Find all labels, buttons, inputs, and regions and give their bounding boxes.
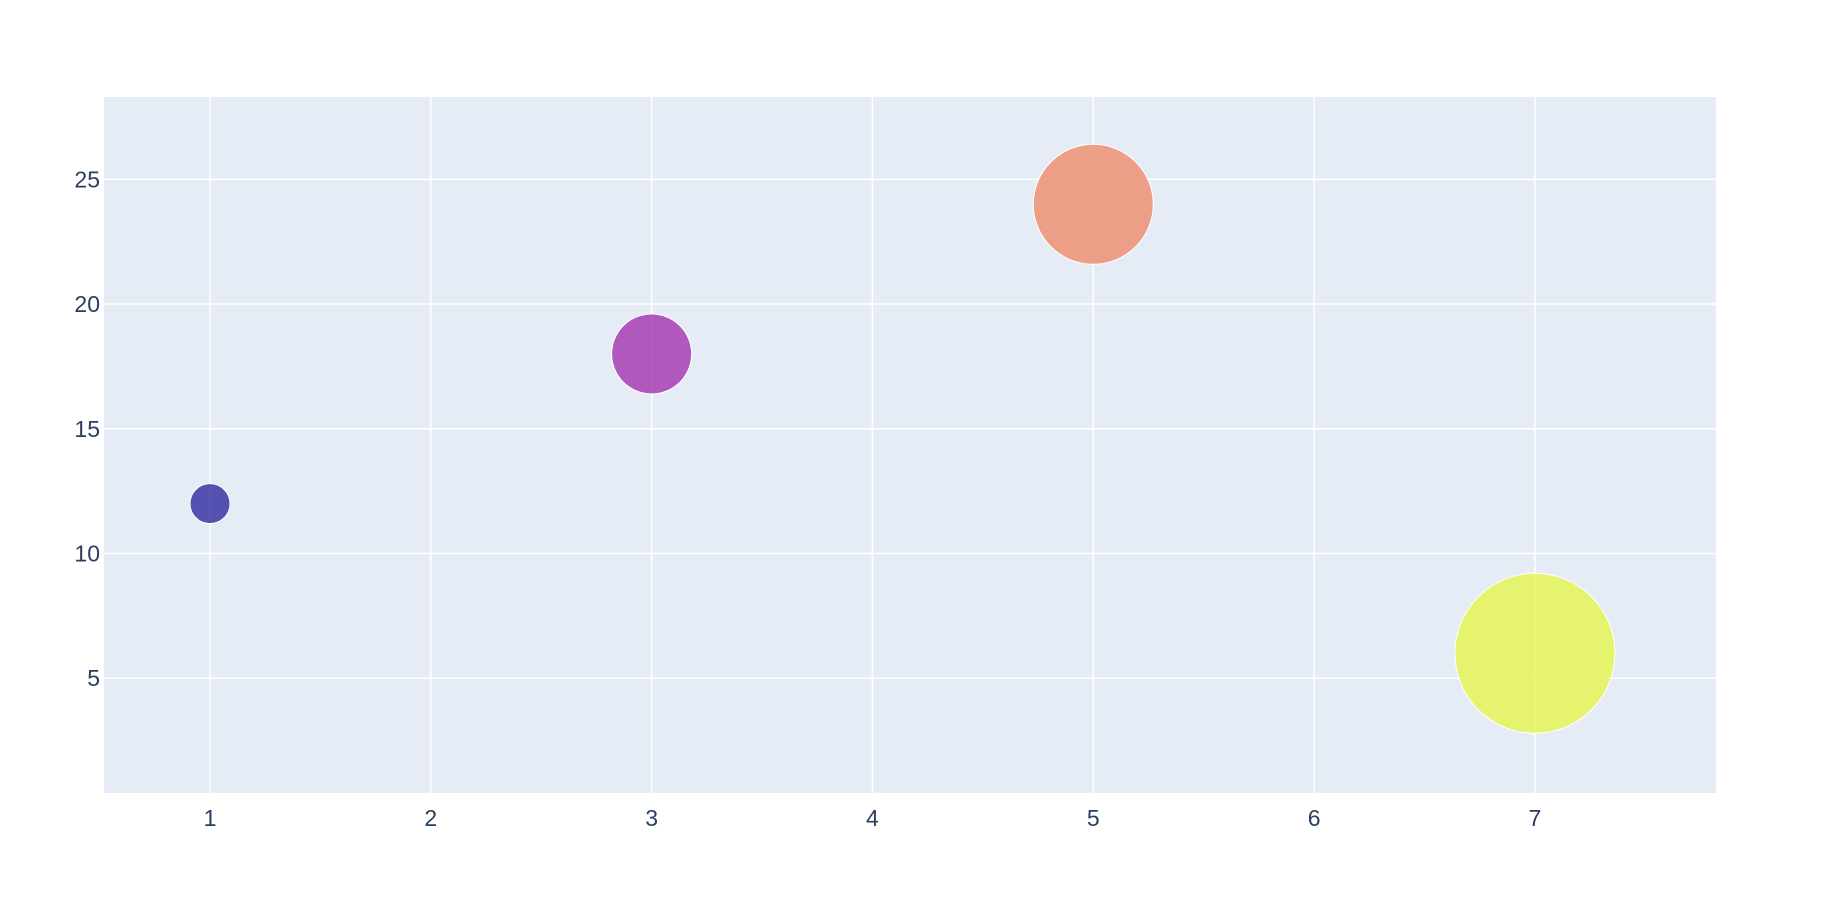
bubble-point[interactable] <box>1454 572 1616 734</box>
x-tick-label: 6 <box>1308 805 1321 831</box>
bubble-point[interactable] <box>611 313 693 395</box>
y-tick-label: 15 <box>74 416 100 442</box>
x-tick-label: 3 <box>645 805 658 831</box>
x-tick-label: 4 <box>866 805 879 831</box>
bubble-point[interactable] <box>1032 143 1154 265</box>
x-tick-label: 7 <box>1529 805 1542 831</box>
plot-area <box>104 97 1716 793</box>
y-tick-label: 25 <box>74 166 100 192</box>
bubble-point[interactable] <box>189 483 231 525</box>
bubble-series <box>189 143 1616 734</box>
y-axis-tick-labels: 5 10 15 20 25 <box>74 166 100 691</box>
y-tick-label: 20 <box>74 291 100 317</box>
x-tick-label: 5 <box>1087 805 1100 831</box>
x-tick-label: 1 <box>204 805 217 831</box>
x-axis-tick-labels: 1 2 3 4 5 6 7 <box>204 805 1542 831</box>
y-gridlines <box>104 178 1716 679</box>
y-tick-label: 10 <box>74 541 100 567</box>
y-tick-label: 5 <box>87 665 100 691</box>
x-tick-label: 2 <box>424 805 437 831</box>
